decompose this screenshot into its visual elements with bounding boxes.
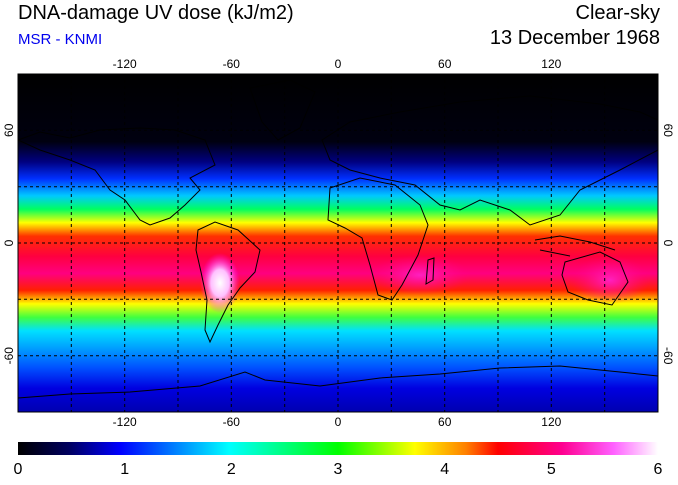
lat-tick-right: 0 — [661, 240, 675, 247]
coastlines — [18, 79, 658, 399]
coastline-africa — [327, 177, 429, 301]
lon-tick-top: -120 — [113, 57, 137, 71]
graticule — [18, 74, 658, 412]
lat-tick-right: -60 — [661, 347, 675, 365]
lat-tick-right: 60 — [661, 124, 675, 138]
map-title: DNA-damage UV dose (kJ/m2) — [18, 2, 294, 24]
lon-tick-top: -60 — [223, 57, 241, 71]
coastline-south-america — [195, 221, 261, 344]
lon-tick-bottom: -120 — [113, 415, 137, 429]
coastline-north-america — [18, 127, 216, 226]
lon-tick-top: 60 — [438, 57, 452, 71]
map-frame — [17, 73, 659, 413]
map-date: 13 December 1968 — [489, 27, 660, 49]
sky-condition: Clear-sky — [575, 2, 660, 24]
lon-tick-top: 120 — [541, 57, 561, 71]
lat-tick-left: 0 — [2, 239, 16, 246]
map-source: MSR - KNMI — [18, 31, 103, 48]
coastline-greenland — [249, 79, 316, 141]
coastline-antarctica — [18, 365, 658, 399]
lon-tick-top: 0 — [335, 57, 342, 71]
coastline-australia — [561, 251, 629, 306]
lon-tick-bottom: -60 — [223, 415, 241, 429]
coastline-madagascar — [425, 257, 435, 285]
lon-tick-bottom: 120 — [541, 415, 561, 429]
coastline-eurasia — [321, 95, 658, 226]
lat-tick-left: 60 — [2, 123, 16, 137]
uv-high-africa — [370, 255, 470, 295]
uv-maximum-south-america — [200, 253, 240, 313]
coastline-indonesia — [534, 235, 616, 257]
lon-tick-bottom: 60 — [438, 415, 452, 429]
lat-tick-left: -60 — [2, 347, 16, 365]
uv-high-australia — [570, 256, 650, 304]
lon-tick-bottom: 0 — [335, 415, 342, 429]
